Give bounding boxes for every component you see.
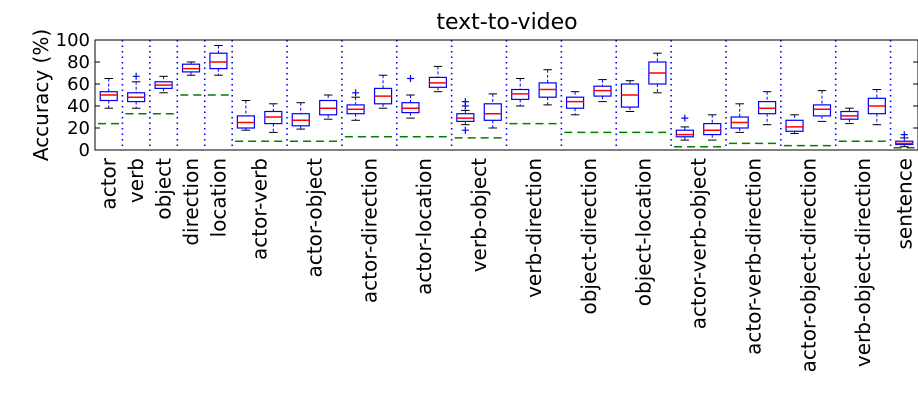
- x-tick-label: direction: [179, 158, 203, 246]
- plot-marks: [98, 40, 915, 150]
- box: [565, 96, 585, 109]
- box: [483, 103, 502, 121]
- x-tick-label: actor-object: [302, 158, 326, 278]
- x-tick-label: actor-verb: [248, 158, 272, 260]
- y-tick-label: 80: [67, 52, 90, 73]
- x-tick-label: actor: [97, 157, 121, 209]
- outlier-marker: [132, 72, 140, 80]
- outlier-marker: [900, 131, 908, 139]
- outlier-marker: [352, 89, 360, 97]
- x-tick-label: actor-location: [412, 158, 436, 295]
- y-tick-label: 40: [67, 96, 90, 117]
- chart-title: text-to-video: [436, 10, 577, 35]
- y-tick-label: 0: [79, 140, 90, 161]
- x-tick-label: verb-object-direction: [851, 158, 875, 367]
- x-tick-label: object-direction: [577, 158, 601, 315]
- outlier-marker: [406, 75, 414, 82]
- y-tick-label: 60: [67, 74, 90, 95]
- outlier-marker: [461, 102, 469, 110]
- x-tick-label: verb-object: [467, 158, 491, 272]
- x-tick-label: actor-object-direction: [796, 158, 820, 372]
- x-tick-label: actor-verb-object: [687, 158, 711, 329]
- x-tick-label: actor-verb-direction: [741, 158, 765, 355]
- box: [812, 104, 832, 117]
- x-tick-label: object-location: [632, 158, 656, 306]
- box: [209, 52, 228, 70]
- x-tick-label: verb: [124, 158, 148, 203]
- x-axis: actor verb object direction location actor-ve…: [97, 157, 917, 372]
- box: [785, 119, 804, 132]
- box: [675, 129, 694, 138]
- y-tick-label: 20: [67, 118, 90, 139]
- outlier-marker: [681, 114, 689, 122]
- x-tick-label: sentence: [892, 158, 916, 250]
- outlier-marker: [461, 126, 469, 134]
- x-tick-label: verb-direction: [522, 158, 546, 298]
- y-tick-label: 100: [56, 30, 90, 51]
- plot-frame: [94, 39, 918, 151]
- box: [703, 122, 722, 136]
- x-tick-label: object: [152, 158, 176, 220]
- x-tick-label: actor-direction: [357, 158, 381, 303]
- box: [99, 91, 118, 102]
- x-tick-label: location: [206, 158, 230, 237]
- y-axis-label: Accuracy (%): [29, 29, 53, 161]
